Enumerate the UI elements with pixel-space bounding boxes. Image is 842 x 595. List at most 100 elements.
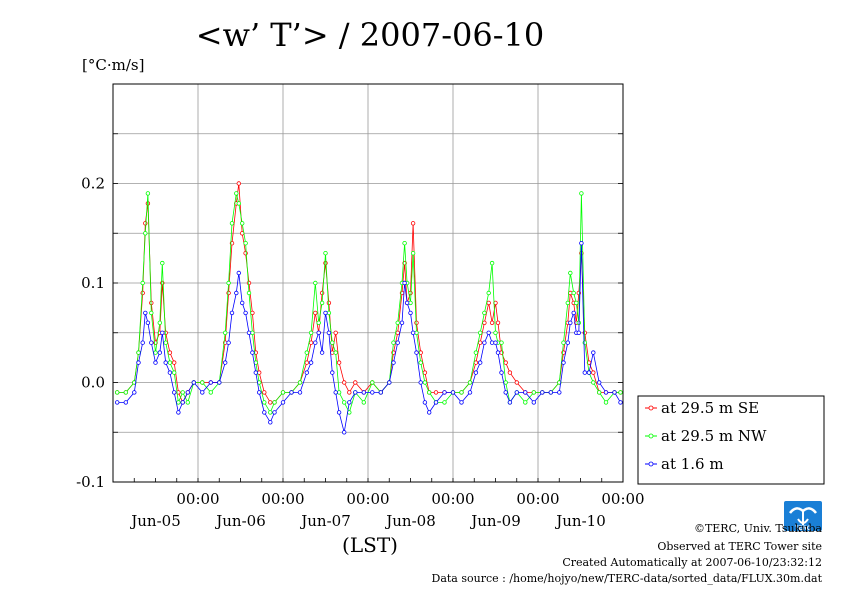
data-point — [123, 390, 128, 395]
y-tick-label: 0.2 — [81, 175, 105, 193]
data-point — [603, 400, 609, 405]
data-point — [493, 330, 498, 335]
data-point — [507, 400, 513, 405]
data-point — [478, 330, 483, 335]
data-point — [503, 390, 508, 395]
data-point — [489, 320, 495, 325]
data-point — [361, 390, 366, 395]
data-point — [495, 320, 501, 325]
data-point — [531, 400, 536, 405]
data-point — [603, 390, 609, 395]
series-line — [117, 243, 621, 433]
data-point — [208, 380, 213, 385]
data-point — [503, 380, 508, 385]
legend-box — [637, 395, 825, 485]
data-point — [565, 340, 570, 345]
data-point — [557, 390, 562, 395]
data-point — [473, 370, 479, 375]
data-point — [523, 390, 528, 395]
data-point — [262, 390, 267, 395]
series-layer — [114, 181, 623, 435]
data-point — [153, 350, 158, 355]
data-point — [262, 410, 267, 415]
data-point — [347, 400, 352, 405]
data-point — [153, 360, 158, 365]
x-tick-time-label: 00:00 — [516, 490, 559, 508]
data-point — [422, 380, 428, 385]
y-tick-label: -0.1 — [76, 473, 105, 491]
x-axis-label: (LST) — [342, 533, 398, 557]
data-point — [304, 370, 309, 375]
data-point — [191, 380, 196, 385]
data-point — [482, 310, 487, 316]
data-point — [422, 370, 428, 375]
data-point — [239, 221, 245, 226]
data-point — [140, 290, 145, 296]
data-point — [243, 240, 248, 246]
data-point — [304, 360, 309, 365]
data-point — [308, 330, 314, 335]
data-point — [297, 390, 303, 395]
data-point — [333, 390, 338, 395]
data-point — [330, 370, 335, 375]
data-point — [262, 400, 267, 405]
data-point — [185, 400, 190, 405]
data-point — [323, 250, 328, 256]
data-point — [236, 181, 241, 186]
data-point — [316, 330, 321, 335]
x-tick-date-label: Jun-07 — [299, 512, 351, 530]
data-point — [408, 310, 413, 316]
data-point — [304, 350, 309, 355]
data-point — [482, 340, 487, 345]
data-point — [571, 310, 576, 316]
series-line — [117, 193, 621, 414]
data-point — [257, 390, 262, 395]
y-tick-label: 0.0 — [81, 374, 105, 392]
y-tick-label: 0.1 — [81, 274, 105, 292]
footer-source: Data source : /home/hojyo/new/TERC-data/… — [432, 572, 823, 585]
data-point — [548, 390, 553, 395]
data-point — [268, 400, 273, 405]
data-point — [395, 340, 400, 345]
terc-logo: TERC — [784, 501, 822, 532]
data-point — [370, 390, 375, 395]
data-point — [167, 350, 173, 355]
series-line — [117, 183, 621, 404]
data-point — [222, 330, 228, 335]
data-point — [473, 350, 479, 355]
data-point — [574, 300, 579, 306]
data-point — [326, 330, 332, 335]
data-point — [568, 270, 573, 276]
data-point — [272, 400, 277, 405]
x-tick-date-label: Jun-10 — [554, 512, 606, 530]
series-1 — [114, 181, 623, 405]
data-point — [370, 380, 375, 385]
data-point — [226, 280, 231, 286]
data-point — [410, 250, 416, 256]
x-tick-time-label: 00:00 — [261, 490, 304, 508]
data-point — [200, 390, 205, 395]
data-point — [171, 390, 177, 395]
data-point — [410, 330, 416, 335]
data-point — [176, 410, 181, 415]
data-point — [378, 390, 383, 395]
data-point — [387, 380, 392, 385]
data-point — [114, 390, 120, 395]
data-point — [319, 290, 325, 296]
data-point — [280, 390, 286, 395]
x-tick-date-label: Jun-06 — [214, 512, 266, 530]
data-point — [427, 410, 432, 415]
data-point — [347, 390, 352, 395]
x-tick-time-label: 00:00 — [601, 490, 644, 508]
data-point — [565, 300, 570, 306]
data-point — [499, 340, 504, 345]
data-point — [523, 400, 528, 405]
data-point — [568, 320, 573, 325]
data-point — [239, 300, 245, 306]
data-point — [499, 370, 504, 375]
data-point — [486, 330, 491, 335]
data-point — [336, 360, 342, 365]
data-point — [503, 360, 508, 365]
data-point — [427, 390, 432, 395]
